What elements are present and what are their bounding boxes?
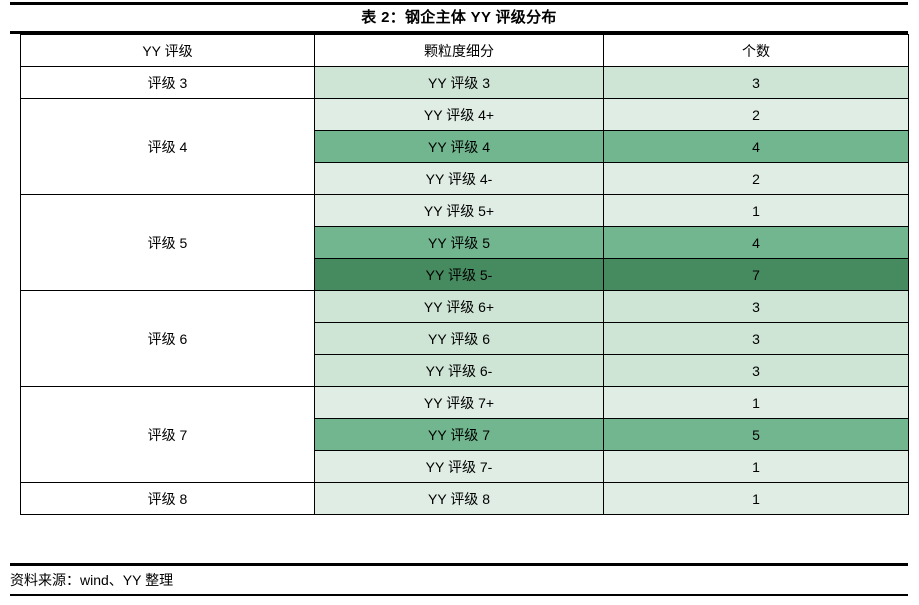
- rating-group-label: 评级 8: [20, 482, 315, 515]
- column-header-3: 个数: [603, 34, 909, 67]
- rating-detail-cell: YY 评级 4+: [314, 98, 604, 131]
- rating-count-cell: 2: [603, 162, 909, 195]
- title-divider: [10, 31, 908, 34]
- rating-count-cell: 4: [603, 226, 909, 259]
- table-row: 评级 4 YY 评级 4+ 2: [20, 98, 909, 195]
- table-row: 评级 5 YY 评级 5+ 1: [20, 194, 909, 291]
- rating-count-cell: 1: [603, 386, 909, 419]
- rating-count-cell: 7: [603, 258, 909, 291]
- rating-detail-cell: YY 评级 6+: [314, 290, 604, 323]
- rating-group-label: 评级 4: [20, 98, 315, 195]
- rating-distribution-table-wrapper: YY 评级 颗粒度细分 个数 评级 3 YY 评级 3 3 评级 4 YY 评级 4+ 2 YY …: [20, 34, 909, 515]
- rating-count-cell: 1: [603, 450, 909, 483]
- column-header-1: YY 评级: [20, 34, 315, 67]
- rating-detail-cell: YY 评级 5+: [314, 194, 604, 227]
- rating-detail-cell: YY 评级 3: [314, 66, 604, 99]
- rating-count-cell: 2: [603, 98, 909, 131]
- table-row: 评级 7 YY 评级 7+ 1: [20, 386, 909, 483]
- column-header-2: 颗粒度细分: [314, 34, 604, 67]
- bottom-divider: [10, 594, 908, 596]
- rating-detail-cell: YY 评级 6: [314, 322, 604, 355]
- rating-detail-cell: YY 评级 6-: [314, 354, 604, 387]
- below-table-divider: [10, 563, 908, 566]
- rating-detail-cell: YY 评级 8: [314, 482, 604, 515]
- source-note: 资料来源：wind、YY 整理: [10, 572, 174, 588]
- rating-group-label: 评级 7: [20, 386, 315, 483]
- rating-detail-cell: YY 评级 4: [314, 130, 604, 163]
- rating-detail-cell: YY 评级 7: [314, 418, 604, 451]
- rating-count-cell: 1: [603, 482, 909, 515]
- rating-count-cell: 5: [603, 418, 909, 451]
- table-row: YY 评级 5- 7: [21, 258, 909, 291]
- rating-count-cell: 3: [603, 66, 909, 99]
- rating-group-label: 评级 3: [20, 66, 315, 99]
- rating-detail-cell: YY 评级 5-: [314, 258, 604, 291]
- rating-count-cell: 3: [603, 354, 909, 387]
- rating-count-cell: 3: [603, 290, 909, 323]
- rating-count-cell: 3: [603, 322, 909, 355]
- rating-detail-cell: YY 评级 5: [314, 226, 604, 259]
- table-row: YY 评级 4- 2: [21, 162, 909, 195]
- rating-detail-cell: YY 评级 4-: [314, 162, 604, 195]
- rating-detail-cell: YY 评级 7-: [314, 450, 604, 483]
- table-row: 评级 6 YY 评级 6+ 3: [20, 290, 909, 387]
- rating-count-cell: 4: [603, 130, 909, 163]
- table-title: 表 2：钢企主体 YY 评级分布: [361, 9, 557, 26]
- rating-group-label: 评级 5: [20, 194, 315, 291]
- rating-detail-cell: YY 评级 7+: [314, 386, 604, 419]
- table-row: YY 评级 7- 1: [21, 450, 909, 483]
- table-header-row: YY 评级 颗粒度细分 个数: [20, 34, 909, 67]
- rating-group-label: 评级 6: [20, 290, 315, 387]
- rating-distribution-table: YY 评级 颗粒度细分 个数 评级 3 YY 评级 3 3 评级 4 YY 评级 4+ 2 YY …: [20, 34, 909, 515]
- top-divider: [10, 2, 908, 5]
- rating-count-cell: 1: [603, 194, 909, 227]
- table-body: YY 评级 颗粒度细分 个数 评级 3 YY 评级 3 3 评级 4 YY 评级 4+ 2 YY …: [20, 34, 909, 515]
